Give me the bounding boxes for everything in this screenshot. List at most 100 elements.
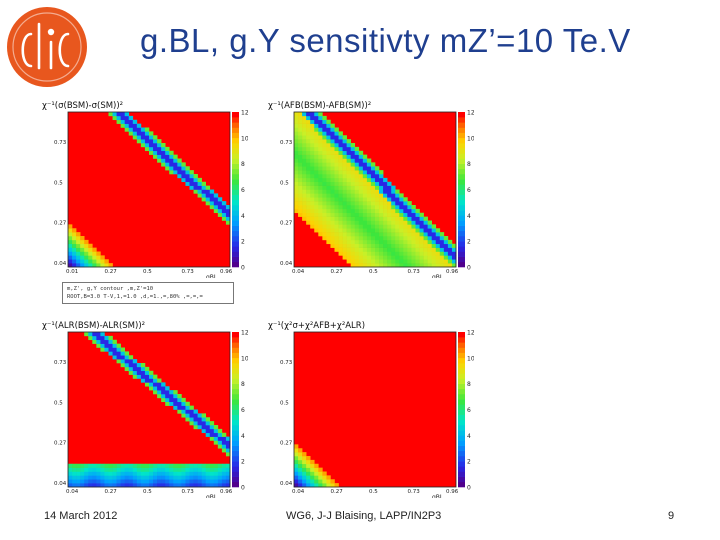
heatmap-cell [298, 463, 303, 468]
chart-panel-afb: χ⁻¹(AFB(BSM)-AFB(SM))² 0 2 4 6 8 10 12 0.04 0.27 0… [264, 98, 474, 278]
heatmap-cell [310, 112, 315, 117]
heatmap-cell [415, 263, 420, 268]
plot-area [68, 332, 230, 487]
heatmap-cell [391, 189, 396, 194]
heatmap-cell [144, 139, 150, 144]
heatmap-cell [298, 459, 303, 465]
heatmap-cell [370, 228, 376, 233]
heatmap-cell [165, 162, 170, 167]
heatmap-cell [383, 247, 388, 252]
colorbar-segment [232, 210, 239, 216]
heatmap-cell [383, 243, 388, 248]
heatmap-cell [322, 166, 327, 171]
heatmap-cell [76, 251, 81, 256]
heatmap-cell [294, 444, 299, 449]
heatmap-cell [209, 428, 215, 434]
heatmap-cell [153, 139, 158, 144]
heatmap-cell [354, 228, 360, 233]
heatmap-cell [415, 212, 420, 217]
heatmap-cell [225, 448, 231, 453]
heatmap-cell [342, 243, 347, 248]
heatmap-cell [306, 170, 311, 175]
heatmap-cell [149, 150, 154, 155]
colorbar-tick-label: 0 [241, 485, 245, 492]
colorbar-segment [458, 425, 465, 431]
heatmap-cell [366, 224, 372, 229]
heatmap-cell [423, 216, 428, 221]
colorbar-segment [458, 194, 465, 201]
heatmap-cell [451, 243, 457, 248]
heatmap-cell [358, 216, 364, 221]
heatmap-cell [362, 170, 368, 175]
x-tick-label: 0.5 [369, 489, 378, 495]
heatmap-cell [197, 467, 202, 472]
heatmap-cell [302, 174, 307, 179]
colorbar-segment [458, 440, 465, 446]
heatmap-cell [366, 189, 372, 194]
colorbar-segment [458, 337, 465, 343]
heatmap-cell [189, 181, 194, 186]
heatmap-cell [443, 236, 449, 241]
heatmap-cell [387, 205, 392, 210]
heatmap-cell [326, 127, 331, 132]
heatmap-cell [362, 177, 368, 183]
heatmap-cell [140, 363, 146, 368]
heatmap-cell [209, 421, 215, 426]
heatmap-cell [314, 224, 319, 229]
heatmap-cell [338, 224, 343, 229]
heatmap-cell [76, 471, 81, 476]
heatmap-cell [128, 479, 134, 484]
heatmap-cell [294, 452, 299, 457]
heatmap-cell [342, 185, 347, 190]
heatmap-cell [181, 177, 186, 183]
heatmap-cell [423, 220, 428, 225]
plot-area [294, 332, 456, 487]
heatmap-cell [403, 247, 408, 252]
colorbar-segment [458, 246, 465, 252]
heatmap-cell [221, 432, 227, 437]
x-tick-label: 0.96 [446, 269, 459, 275]
colorbar-segment [232, 404, 239, 410]
heatmap-cell [149, 386, 154, 391]
heatmap-cell [395, 263, 400, 268]
heatmap-cell [209, 483, 215, 488]
heatmap-cell [366, 208, 372, 214]
heatmap-cell [153, 390, 158, 395]
heatmap-cell [100, 483, 105, 488]
heatmap-cell [314, 483, 319, 488]
heatmap-cell [88, 475, 93, 480]
heatmap-cell [149, 135, 154, 140]
heatmap-cell [193, 463, 198, 468]
heatmap-cell [391, 228, 396, 233]
colorbar-segment [458, 153, 465, 159]
heatmap-cell [120, 359, 125, 364]
heatmap-cell [399, 239, 404, 245]
heatmap-cell [225, 440, 231, 445]
heatmap-cell [407, 216, 412, 221]
heatmap-cell [391, 232, 396, 237]
heatmap-cell [379, 251, 384, 256]
heatmap-cell [92, 259, 97, 264]
colorbar-segment [458, 404, 465, 410]
colorbar-segment [458, 122, 465, 128]
colorbar-segment [458, 256, 465, 263]
heatmap-cell [330, 189, 335, 194]
colorbar-segment [232, 471, 239, 477]
colorbar-segment [232, 194, 239, 201]
heatmap-cell [221, 208, 227, 214]
heatmap-cell [189, 475, 194, 480]
heatmap-cell [391, 212, 396, 217]
colorbar-segment [232, 220, 239, 226]
heatmap-cell [439, 247, 445, 252]
heatmap-cell [221, 216, 227, 221]
heatmap-cell [395, 243, 400, 248]
heatmap-cell [189, 405, 194, 410]
heatmap-cell [161, 390, 166, 395]
heatmap-cell [383, 251, 388, 256]
heatmap-cell [72, 232, 77, 237]
heatmap-cell [205, 428, 211, 434]
heatmap-cell [140, 366, 146, 372]
heatmap-cell [306, 131, 311, 136]
heatmap-cell [294, 475, 299, 480]
heatmap-cell [350, 224, 356, 229]
